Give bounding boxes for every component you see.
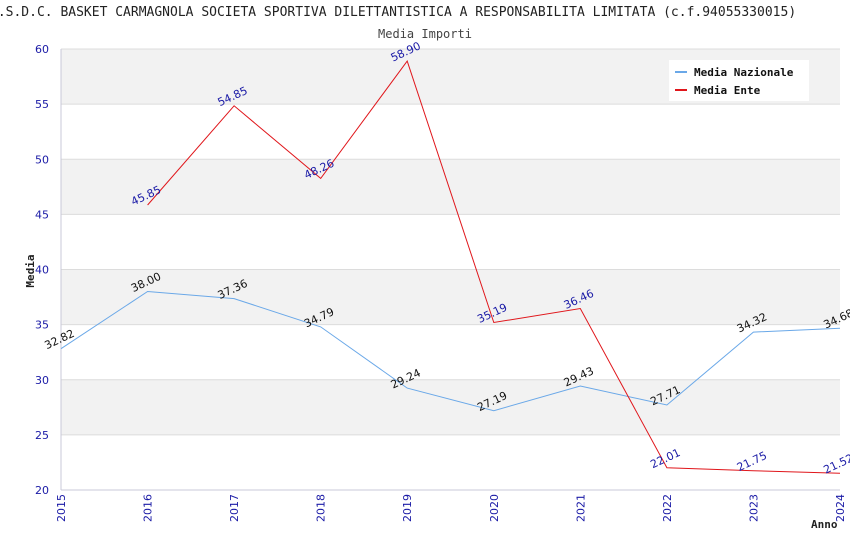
x-tick-label: 2022 xyxy=(661,494,674,522)
plot-band xyxy=(61,379,840,435)
y-axis-title: Media xyxy=(24,254,37,287)
y-tick-label: 25 xyxy=(35,429,49,442)
plot-band xyxy=(61,214,840,270)
y-tick-label: 40 xyxy=(35,264,49,277)
y-tick-label: 60 xyxy=(35,43,49,56)
y-tick-label: 55 xyxy=(35,98,49,111)
x-tick-label: 2016 xyxy=(142,494,155,522)
y-tick-label: 45 xyxy=(35,208,49,221)
x-tick-label: 2024 xyxy=(834,494,847,522)
y-tick-label: 50 xyxy=(35,153,49,166)
x-tick-label: 2017 xyxy=(228,494,241,522)
legend-label-nazionale: Media Nazionale xyxy=(694,65,794,79)
plot-band xyxy=(61,324,840,380)
x-tick-label: 2020 xyxy=(488,494,501,522)
legend-swatch-nazionale xyxy=(675,71,687,73)
series-line-ente xyxy=(147,60,841,474)
x-tick-label: 2023 xyxy=(747,494,760,522)
legend-item-ente: Media Ente xyxy=(675,83,760,97)
y-tick-label: 35 xyxy=(35,319,49,332)
plot-band xyxy=(61,104,840,160)
plot-band xyxy=(61,269,840,325)
legend-item-nazionale: Media Nazionale xyxy=(675,65,793,79)
chart-title: A.S.D.C. BASKET CARMAGNOLA SOCIETA SPORT… xyxy=(0,5,797,20)
chart-subtitle: Media Importi xyxy=(378,27,472,41)
plot-band xyxy=(61,159,840,215)
legend: Media Nazionale Media Ente xyxy=(669,60,809,101)
x-axis-title: Anno xyxy=(811,518,838,531)
y-tick-label: 30 xyxy=(35,374,49,387)
legend-swatch-ente xyxy=(675,89,687,91)
series-line-nazionale xyxy=(60,290,841,412)
x-tick-label: 2018 xyxy=(315,494,328,522)
x-tick-label: 2019 xyxy=(401,494,414,522)
y-tick-label: 20 xyxy=(35,484,49,497)
x-tick-label: 2015 xyxy=(55,494,68,522)
legend-label-ente: Media Ente xyxy=(694,83,761,97)
plot-band xyxy=(61,434,840,490)
x-tick-label: 2021 xyxy=(574,494,587,522)
